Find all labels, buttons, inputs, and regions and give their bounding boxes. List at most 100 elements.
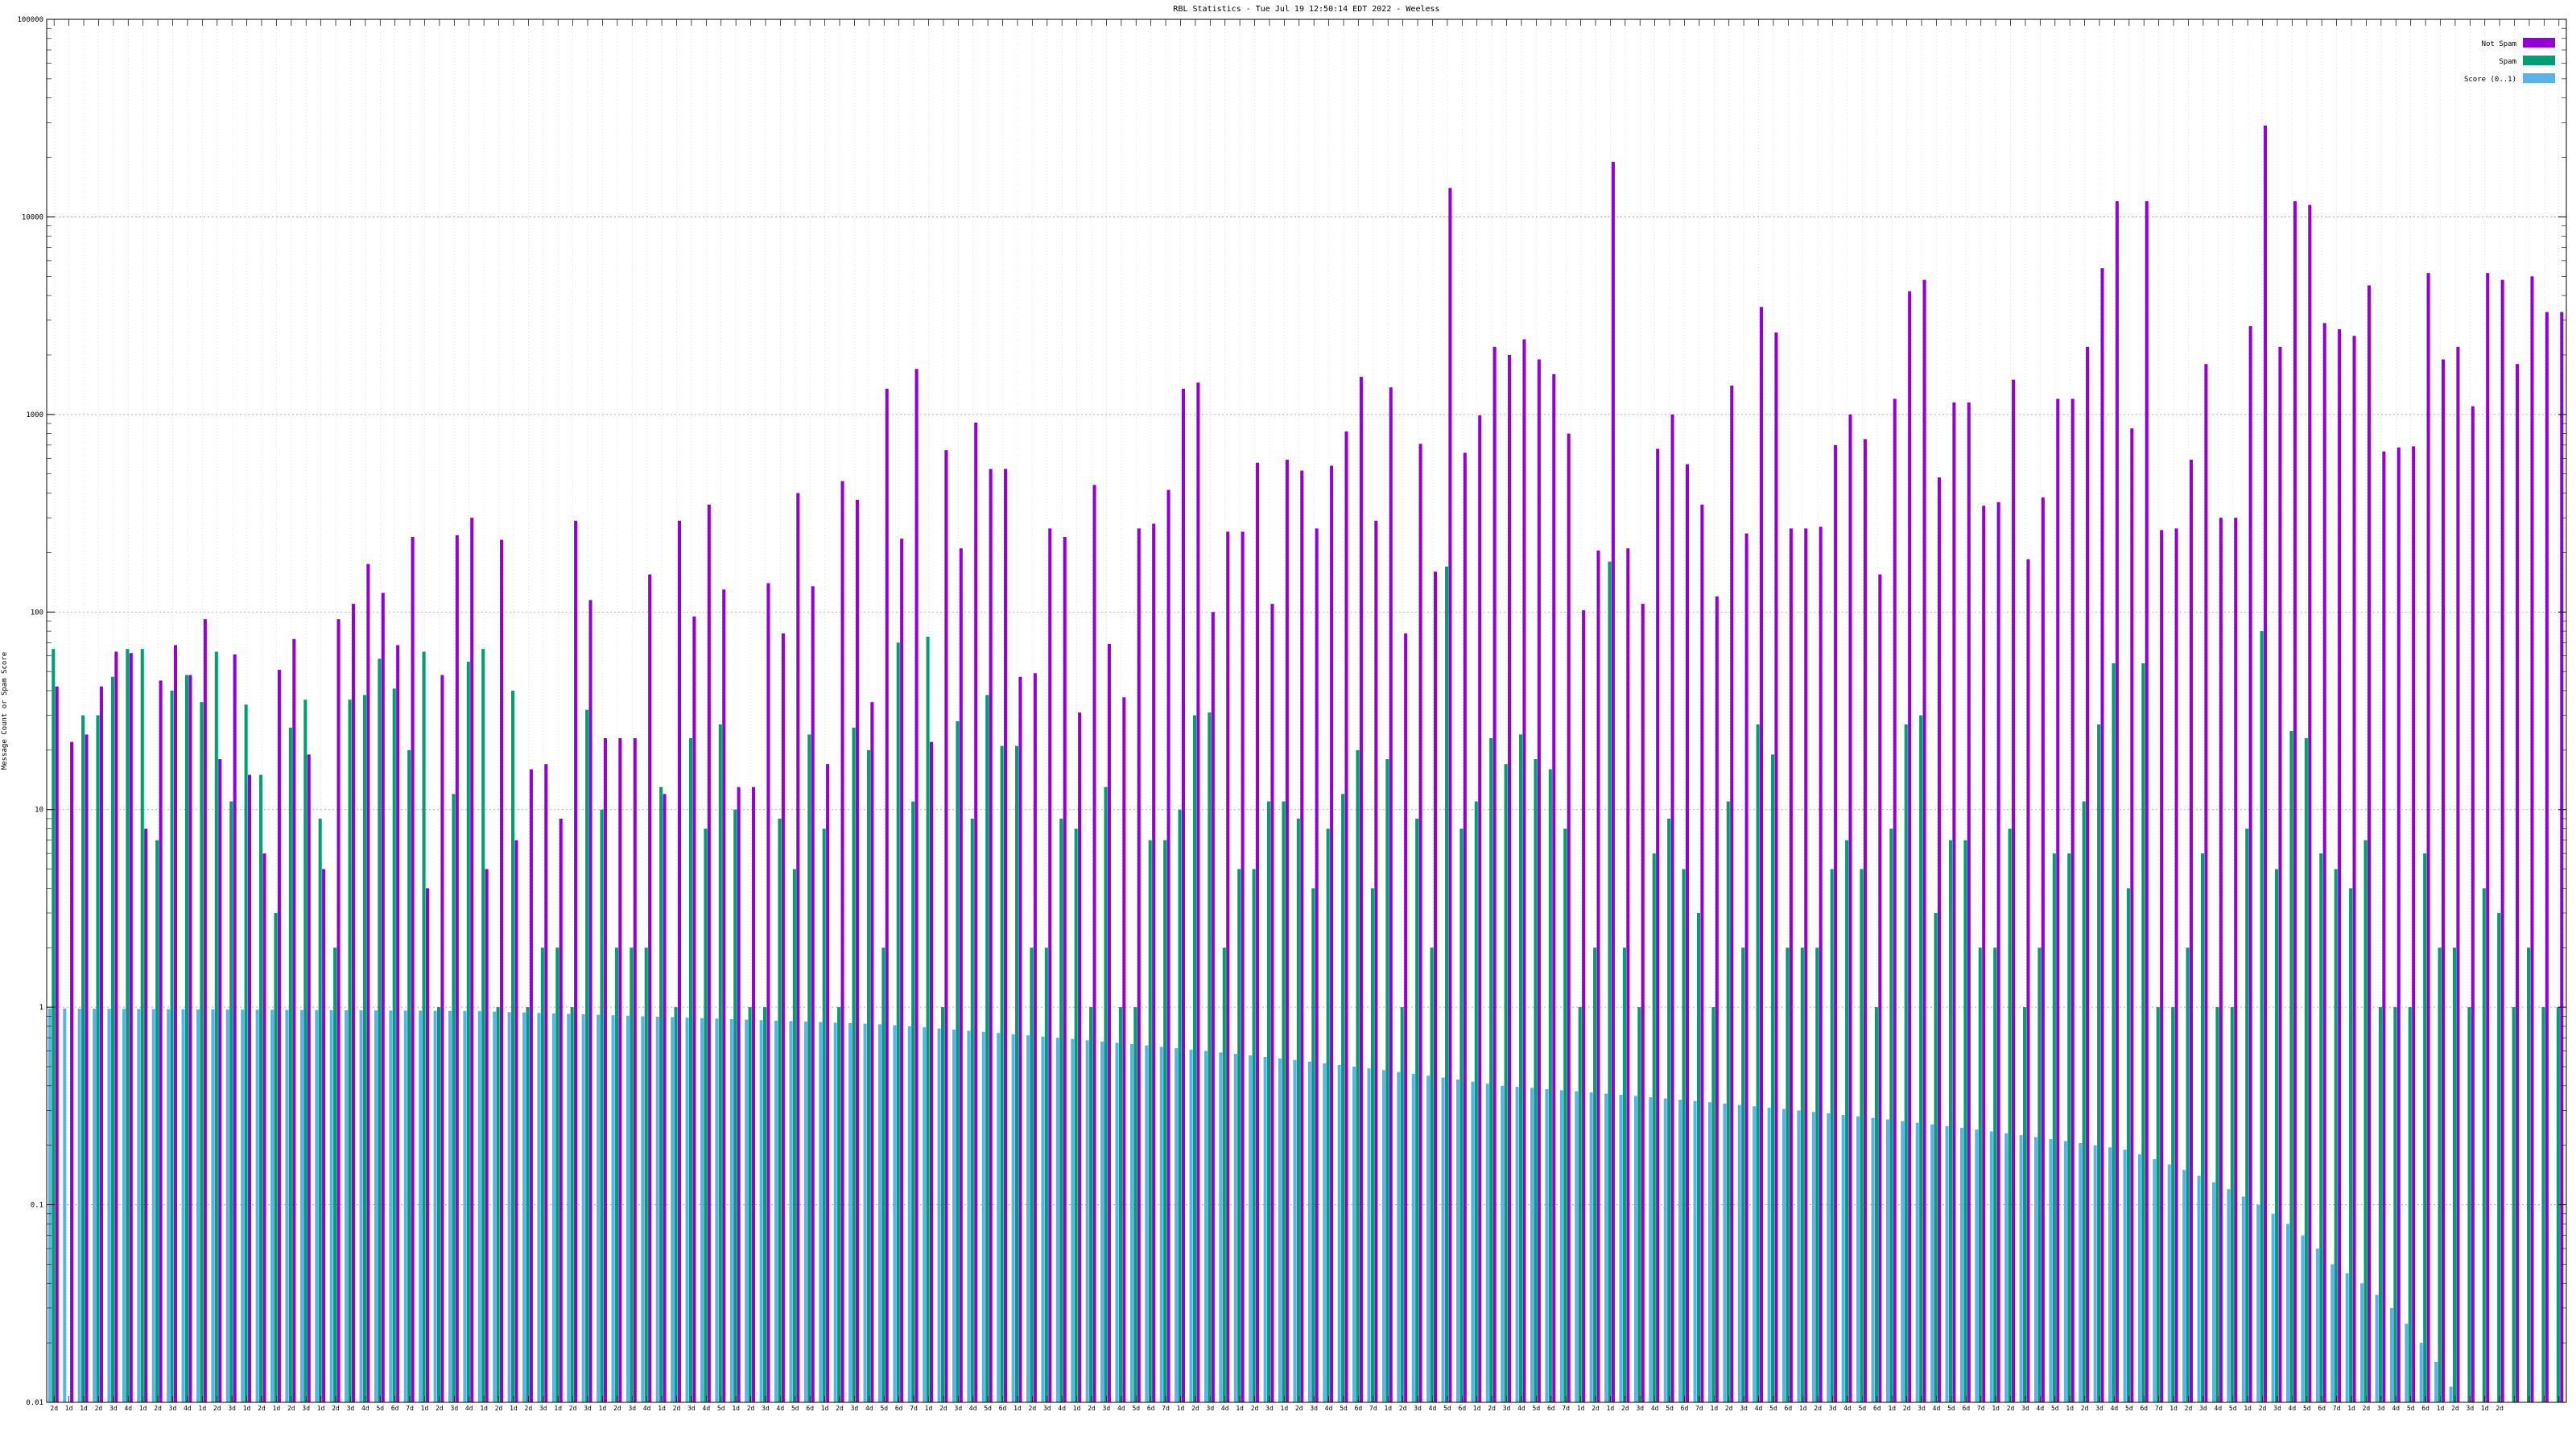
bar-non-spam — [2441, 359, 2446, 1403]
bar-score — [1633, 1096, 1637, 1402]
bar-non-spam — [648, 574, 652, 1402]
bar-spam — [1296, 818, 1300, 1402]
bar-score — [2004, 1133, 2008, 1402]
bar-non-spam — [1448, 188, 1452, 1402]
bar-non-spam — [203, 619, 207, 1402]
bar-spam — [1711, 1007, 1715, 1402]
bar-score — [641, 1016, 645, 1402]
x-tick-label: 1d — [2437, 1405, 2445, 1412]
bar-non-spam — [544, 764, 548, 1402]
x-tick-label: 4d — [1933, 1405, 1941, 1412]
bar-spam — [1015, 745, 1019, 1402]
bar-non-spam — [2486, 273, 2490, 1402]
bar-non-spam — [677, 520, 682, 1402]
x-tick-label: 3d — [584, 1405, 592, 1412]
bar-score — [833, 1022, 837, 1402]
bar-non-spam — [1078, 712, 1082, 1402]
bar-spam — [1370, 888, 1374, 1402]
bar-spam — [1000, 745, 1004, 1402]
bar-non-spam — [1033, 673, 1037, 1402]
x-tick-label: 6d — [1547, 1405, 1555, 1412]
bar-spam — [1800, 947, 1804, 1402]
bar-score — [315, 1009, 319, 1402]
bar-spam — [1948, 840, 1953, 1402]
bar-score — [1767, 1107, 1771, 1402]
bar-score — [1411, 1073, 1415, 1402]
bar-spam — [2541, 1007, 2545, 1402]
bar-score — [2389, 1307, 2393, 1402]
bar-non-spam — [2145, 201, 2149, 1402]
bar-spam — [970, 818, 974, 1402]
bar-non-spam — [425, 888, 430, 1402]
x-tick-label: 4d — [184, 1405, 192, 1412]
x-tick-label: 1d — [139, 1405, 147, 1412]
bar-spam — [926, 636, 930, 1402]
x-tick-label: 3d — [1636, 1405, 1644, 1412]
bar-spam — [1356, 749, 1360, 1402]
bar-spam — [688, 737, 693, 1402]
bar-non-spam — [2160, 530, 2164, 1403]
bar-score — [2271, 1213, 2275, 1402]
x-tick-label: 2d — [154, 1405, 162, 1412]
bar-spam — [852, 727, 856, 1402]
bar-non-spam — [826, 764, 830, 1402]
bar-non-spam — [70, 741, 74, 1402]
bar-score — [1782, 1108, 1786, 1402]
x-tick-label: 4d — [643, 1405, 651, 1412]
bar-non-spam — [1478, 415, 1482, 1403]
x-tick-label: 5d — [1666, 1405, 1674, 1412]
bar-non-spam — [470, 518, 474, 1403]
x-tick-label: 4d — [1429, 1405, 1437, 1412]
bar-non-spam — [663, 794, 667, 1402]
bar-non-spam — [2248, 326, 2252, 1402]
bar-spam — [200, 702, 204, 1402]
bar-spam — [1459, 828, 1463, 1402]
bar-spam — [1622, 947, 1626, 1402]
y-tick-label: 0.1 — [31, 1202, 43, 1210]
bar-non-spam — [248, 774, 252, 1402]
bar-score — [1752, 1106, 1757, 1402]
bar-score — [1426, 1075, 1430, 1402]
bar-spam — [1044, 947, 1048, 1402]
x-tick-label: 7d — [2333, 1405, 2341, 1412]
bar-non-spam — [55, 686, 59, 1402]
bar-spam — [2497, 913, 2501, 1402]
bar-score — [567, 1013, 571, 1402]
x-tick-label: 2d — [1621, 1405, 1629, 1412]
x-tick-label: 1d — [2066, 1405, 2074, 1412]
bar-non-spam — [737, 786, 741, 1402]
bar-spam — [1104, 786, 1108, 1402]
bar-score — [1930, 1124, 1934, 1402]
chart-title: RBL Statistics - Tue Jul 19 12:50:14 EDT… — [1173, 5, 1439, 14]
bar-non-spam — [2352, 336, 2356, 1403]
bar-score — [1589, 1092, 1593, 1402]
bar-score — [581, 1014, 585, 1402]
bar-non-spam — [1789, 528, 1793, 1403]
bar-score — [1737, 1104, 1741, 1402]
bar-non-spam — [1063, 536, 1067, 1402]
bar-score — [1619, 1095, 1623, 1402]
bar-spam — [436, 1007, 441, 1402]
bar-non-spam — [2338, 328, 2342, 1402]
bar-non-spam — [2234, 518, 2238, 1403]
x-tick-label: 4d — [2111, 1405, 2119, 1412]
bar-non-spam — [900, 539, 904, 1402]
bar-spam — [2215, 1007, 2219, 1402]
bar-spam — [2186, 947, 2190, 1402]
bar-non-spam — [914, 369, 919, 1402]
x-tick-label: 3d — [2199, 1405, 2207, 1412]
bar-score — [270, 1009, 275, 1402]
x-tick-label: 5d — [2407, 1405, 2415, 1412]
bar-score — [1885, 1119, 1889, 1402]
x-tick-label: 7d — [1369, 1405, 1377, 1412]
bar-non-spam — [1982, 506, 1986, 1402]
bar-non-spam — [1256, 462, 1260, 1402]
bar-score — [551, 1013, 555, 1402]
bar-score — [1441, 1077, 1445, 1402]
bar-non-spam — [2560, 312, 2564, 1403]
bar-spam — [2200, 853, 2205, 1402]
bar-non-spam — [485, 869, 489, 1402]
bar-score — [1071, 1038, 1075, 1402]
x-tick-label: 2d — [495, 1405, 503, 1412]
bar-non-spam — [2293, 201, 2297, 1402]
